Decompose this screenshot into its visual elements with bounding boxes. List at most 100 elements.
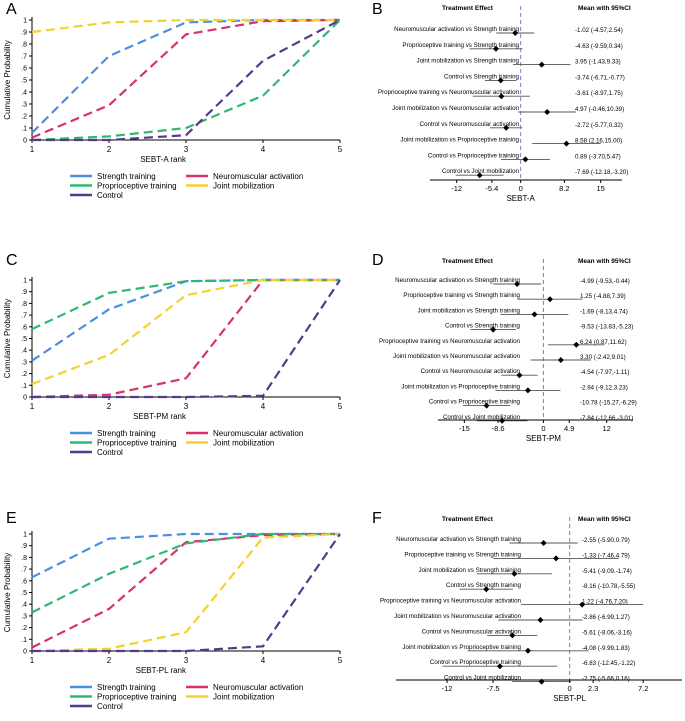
y-tick-label: 1 — [23, 532, 27, 539]
legend-label: Neuromuscular activation — [213, 683, 303, 692]
x-tick-label: -15 — [459, 424, 470, 433]
row-label: Control vs Joint mobilization — [442, 168, 520, 175]
mean-marker — [499, 417, 506, 424]
mean-marker — [522, 156, 529, 163]
y-tick-label: .2 — [21, 114, 27, 121]
y-tick-label: .2 — [21, 625, 27, 632]
y-tick-label: .3 — [21, 102, 27, 109]
y-tick-label: .5 — [21, 336, 27, 343]
y-tick-label: .8 — [21, 555, 27, 562]
y-tick-label: .1 — [21, 383, 27, 390]
y-tick-label: .2 — [21, 371, 27, 378]
row-ci-text: -9.53 (-13.83,-5.23) — [580, 324, 633, 331]
row-ci-text: 0.89 (-3.70,5.47) — [575, 153, 621, 160]
mean-marker — [563, 140, 570, 147]
mean-marker — [573, 341, 580, 348]
x-tick-label: 4 — [261, 656, 266, 665]
row-ci-text: -1.33 (-7.46,4.79) — [582, 552, 630, 559]
row-ci-text: -4.63 (-9.59,0.34) — [575, 43, 623, 50]
x-tick-label: -5.4 — [485, 184, 498, 193]
x-tick-label: 15 — [596, 184, 604, 193]
row-ci-text: -3.61 (-8.97,1.75) — [575, 90, 623, 97]
x-tick-label: 0 — [541, 424, 545, 433]
legend-label: Strength training — [97, 429, 156, 438]
x-tick-label: 0 — [519, 184, 523, 193]
row-label: Control vs Neuromuscular activation — [420, 121, 520, 128]
mean-marker — [516, 372, 523, 379]
mean-marker — [490, 326, 497, 333]
row-ci-text: -1.02 (-4.57,2.54) — [575, 27, 623, 34]
y-tick-label: .6 — [21, 66, 27, 73]
panel-letter: D — [372, 252, 384, 269]
x-tick-label: 3 — [184, 145, 189, 154]
row-ci-text: 6.24 (0.87,11.62) — [580, 339, 627, 346]
row-label: Proprioceptive training vs Strength trai… — [404, 551, 521, 558]
y-tick-label: .9 — [21, 543, 27, 550]
y-tick-label: .9 — [21, 289, 27, 296]
legend-label: Proprioceptive training — [97, 693, 177, 702]
mean-marker — [511, 570, 518, 577]
x-axis-title: SEBT-PM rank — [133, 412, 187, 421]
mean-marker — [579, 601, 586, 608]
legend-label: Joint mobilization — [213, 182, 274, 191]
y-tick-label: .8 — [21, 42, 27, 49]
x-tick-label: 2.3 — [588, 684, 598, 693]
row-ci-text: -5.61 (-8.06,-3.16) — [582, 629, 632, 636]
y-tick-label: .4 — [21, 348, 27, 355]
series-line-control — [32, 279, 341, 399]
y-tick-label: .6 — [21, 324, 27, 331]
mean-marker — [544, 109, 551, 115]
legend-label: Proprioceptive training — [97, 182, 177, 191]
x-axis-title: SEBT-A rank — [140, 155, 187, 164]
row-label: Joint mobilization vs Proprioceptive tra… — [402, 644, 521, 651]
series-line-joint-mobilization — [31, 18, 340, 34]
x-tick-label: 3 — [184, 402, 189, 411]
y-tick-label: 0 — [23, 138, 27, 145]
x-axis-title: SEBT-PL rank — [136, 666, 187, 675]
mean-marker — [476, 172, 483, 179]
row-label: Control vs Proprioceptive training — [429, 399, 521, 406]
series-line-strength-training — [31, 532, 340, 579]
y-tick-label: .1 — [21, 637, 27, 644]
panel-E: E 0 .1 .2 .3 .4 .5 .6 .7 .8 .9 1 1 2 3 4 5 Cumulative Pro… — [3, 510, 343, 711]
series-line-neuromuscular-activation — [31, 532, 341, 649]
row-label: Control vs Joint mobilization — [443, 414, 521, 421]
row-ci-text: -4.99 (-9.53,-0.44) — [580, 278, 630, 285]
row-ci-text: 4.97 (-0.46,10.39) — [575, 106, 624, 113]
mean-marker — [540, 540, 547, 546]
row-label: Control vs Proprioceptive training — [428, 152, 520, 159]
x-tick-label: 1 — [30, 656, 35, 665]
series-line-proprioceptive-training — [31, 278, 340, 331]
x-tick-label: 7.2 — [638, 684, 648, 693]
x-tick-label: 8.2 — [559, 184, 569, 193]
x-tick-label: 4.9 — [564, 424, 574, 433]
row-ci-text: 3.95 (-1.43,9.33) — [575, 59, 621, 66]
mean-marker — [497, 77, 504, 84]
row-label: Joint mobilization vs Neuromuscular acti… — [393, 353, 520, 360]
row-ci-text: -7.69 (-12.18,-3.20) — [575, 169, 628, 176]
row-label: Control vs Joint mobilization — [444, 675, 522, 682]
row-label: Neuromuscular activation vs Strength tra… — [395, 277, 520, 284]
y-tick-label: .5 — [21, 78, 27, 85]
legend-label: Strength training — [97, 172, 156, 181]
panel-F: F Treatment Effect Mean with 95%CI Neuromus… — [372, 510, 682, 703]
row-label: Proprioceptive training vs Strength trai… — [402, 42, 519, 49]
row-label: Neuromuscular activation vs Strength tra… — [396, 536, 521, 543]
row-label: Joint mobilization vs Strength training — [419, 567, 522, 574]
series-line-proprioceptive-training — [31, 532, 340, 614]
x-tick-label: 4 — [261, 145, 266, 154]
y-tick-label: .1 — [21, 126, 27, 133]
y-tick-label: .3 — [21, 359, 27, 366]
mean-marker — [483, 402, 490, 409]
row-ci-text: -7.84 (-12.66,-3.01) — [580, 415, 633, 422]
panel-A: A 0 .1 .2 .3 .4 .5 .6 .7 .8 .9 1 1 2 3 4 5 Cumulative Pro… — [3, 1, 343, 200]
row-label: Proprioceptive training vs Neuromuscular… — [380, 598, 522, 605]
row-ci-text: -6.83 (-12.45,-1.22) — [582, 660, 635, 667]
row-label: Control vs Strength training — [444, 73, 520, 80]
row-ci-text: -4.54 (-7.97,-1.11) — [580, 369, 629, 376]
legend-label: Joint mobilization — [213, 439, 274, 448]
row-label: Joint mobilization vs Strength training — [418, 307, 521, 314]
row-ci-text: -2.94 (-9.12,3.23) — [580, 384, 628, 391]
row-ci-text: -2.86 (-6.99,1.27) — [582, 614, 630, 621]
mean-marker — [509, 632, 516, 639]
